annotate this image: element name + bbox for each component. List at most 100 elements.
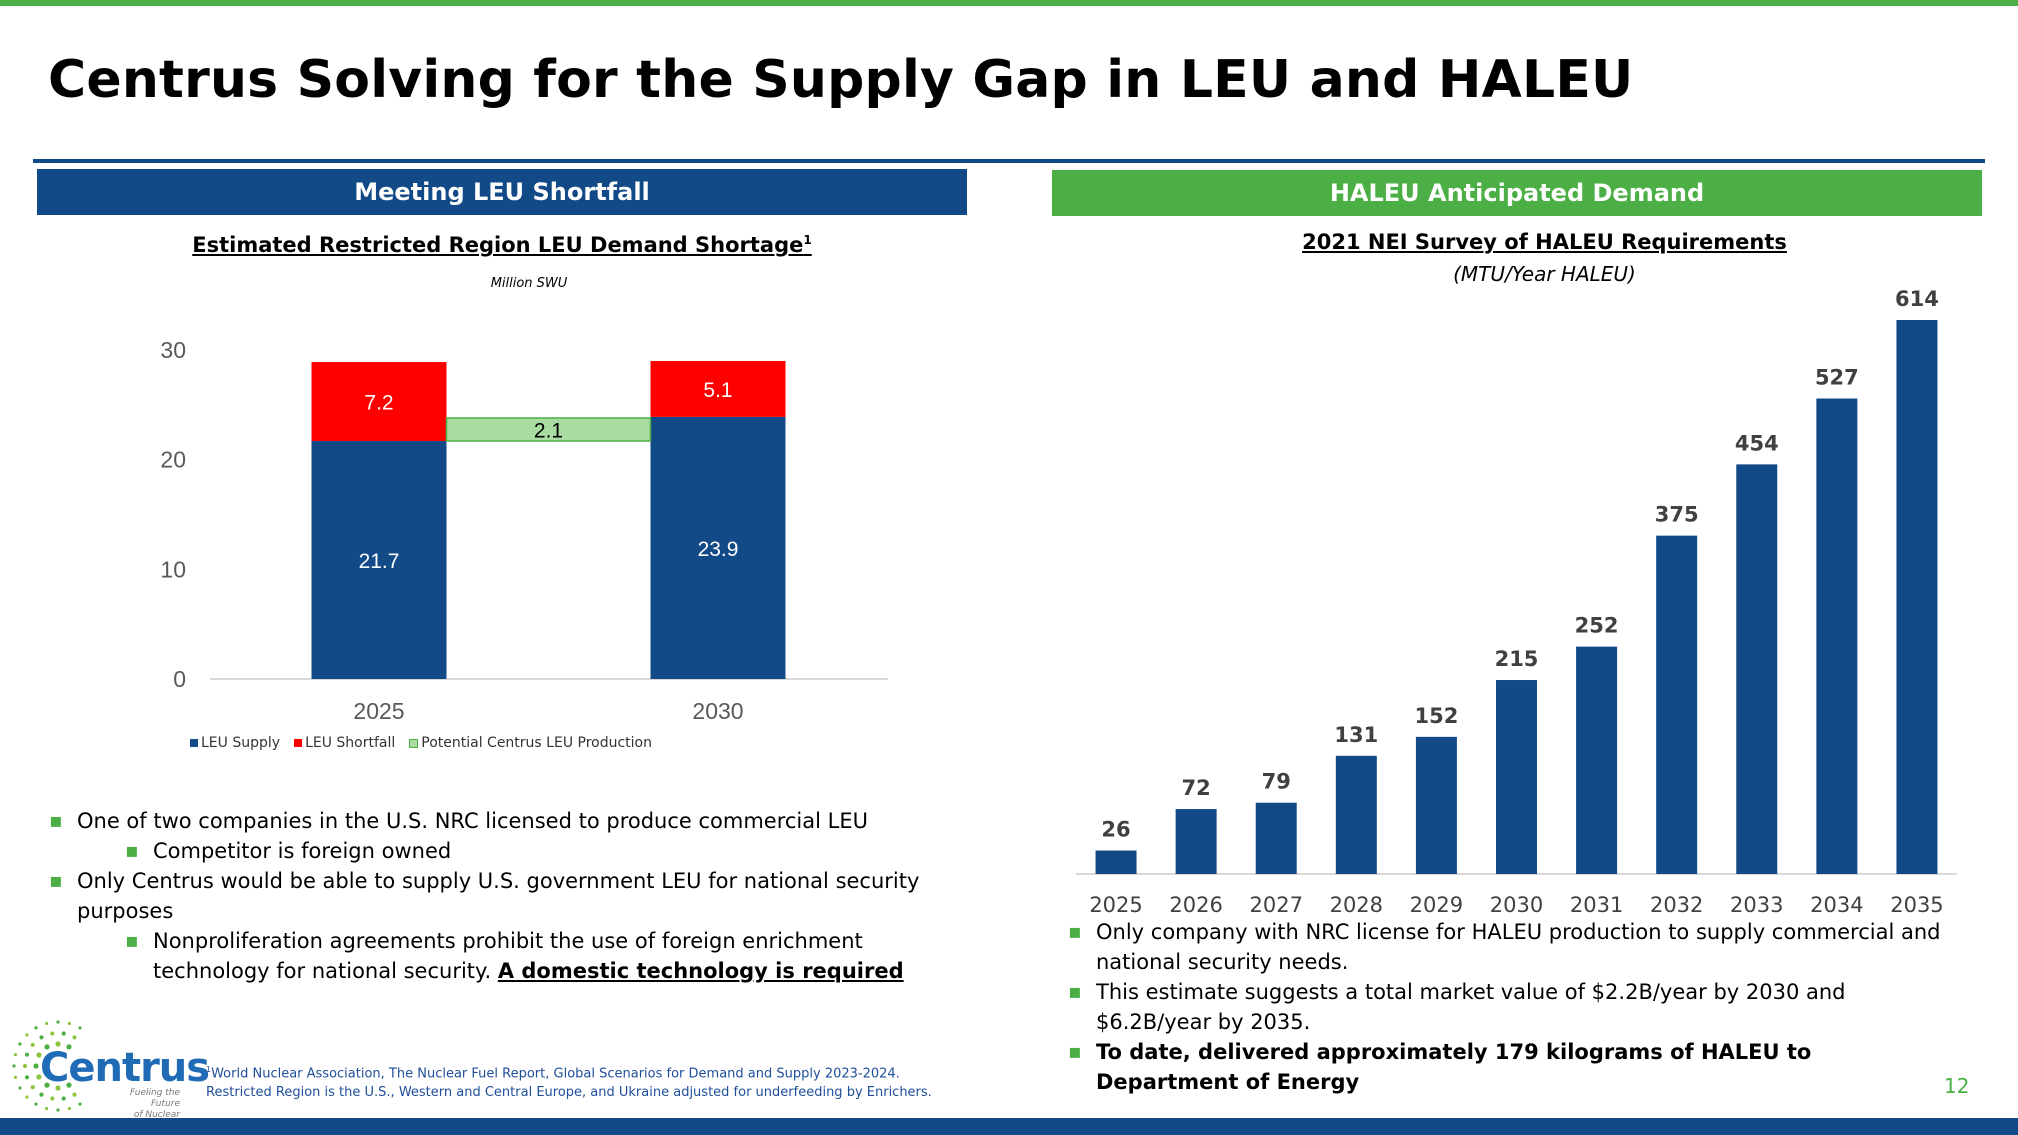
- logo-dot: [12, 1064, 16, 1068]
- haleu-chart-title: 2021 NEI Survey of HALEU Requirements: [1302, 230, 1787, 254]
- logo-dot: [61, 1096, 66, 1101]
- bottom-accent-bar: [0, 1118, 2018, 1135]
- footnote-line-1: 1World Nuclear Association, The Nuclear …: [206, 1060, 1006, 1083]
- haleu-chart-unit: (MTU/Year HALEU): [1453, 262, 1636, 286]
- haleu-data-label: 454: [1735, 431, 1779, 455]
- haleu-bar: [1656, 535, 1698, 874]
- haleu-data-label: 131: [1334, 723, 1378, 747]
- logo-dot: [30, 1042, 35, 1047]
- leu-y-tick-label: 10: [160, 556, 186, 582]
- footnote: 1World Nuclear Association, The Nuclear …: [206, 1060, 1006, 1102]
- haleu-x-tick-label: 2027: [1250, 893, 1303, 917]
- logo-dot: [34, 1102, 38, 1106]
- haleu-x-tick-label: 2028: [1330, 893, 1383, 917]
- leu-chart-title: Estimated Restricted Region LEU Demand S…: [37, 233, 967, 257]
- legend-label-centrus: Potential Centrus LEU Production: [421, 735, 652, 751]
- logo-dot: [45, 1106, 49, 1111]
- logo-dot: [78, 1102, 82, 1106]
- footnote-line-2: Restricted Region is the U.S., Western a…: [206, 1085, 932, 1101]
- left-subbullet-2-text: Nonproliferation agreements prohibit the…: [153, 929, 863, 983]
- left-subbullet-2: Nonproliferation agreements prohibit the…: [125, 925, 957, 986]
- leu-chart-title-text: Estimated Restricted Region LEU Demand S…: [192, 233, 804, 257]
- logo-dot: [36, 1074, 42, 1080]
- logo-dot: [66, 1044, 72, 1050]
- leu-supply-data-label: 21.7: [359, 550, 400, 573]
- logo-dot: [44, 1082, 50, 1088]
- left-bullet-2: Only Centrus would be able to supply U.S…: [49, 865, 957, 926]
- logo-dot: [39, 1035, 44, 1040]
- leu-y-tick-label: 30: [160, 337, 186, 363]
- footnote-mark: 1: [206, 1065, 212, 1074]
- legend-item-centrus: Potential Centrus LEU Production: [409, 735, 652, 751]
- haleu-x-tick-label: 2033: [1730, 893, 1783, 917]
- haleu-data-label: 527: [1815, 365, 1859, 389]
- haleu-bar: [1896, 320, 1938, 874]
- legend-label-shortfall: LEU Shortfall: [305, 735, 396, 751]
- logo-dot: [56, 1108, 60, 1112]
- right-bullet-1: Only company with NRC license for HALEU …: [1068, 916, 1956, 977]
- domestic-technology-required: A domestic technology is required: [497, 959, 904, 983]
- logo-dot: [55, 1085, 61, 1091]
- haleu-data-label: 152: [1414, 704, 1458, 728]
- haleu-x-tick-label: 2025: [1089, 893, 1142, 917]
- haleu-x-tick-label: 2026: [1169, 893, 1222, 917]
- footnote-line-1-text: World Nuclear Association, The Nuclear F…: [211, 1066, 900, 1082]
- logo-dot: [45, 1021, 49, 1026]
- logo-dot: [25, 1095, 29, 1099]
- logo-dot: [56, 1020, 60, 1024]
- logo-dot: [72, 1092, 77, 1097]
- legend-label-supply: LEU Supply: [201, 735, 281, 751]
- top-accent-bar: [0, 0, 2018, 6]
- haleu-data-label: 72: [1182, 776, 1211, 800]
- haleu-x-tick-label: 2032: [1650, 893, 1703, 917]
- right-panel-header: HALEU Anticipated Demand: [1052, 170, 1982, 216]
- leu-supply-data-label: 23.9: [698, 538, 739, 561]
- bar-leu-shortfall: [311, 362, 447, 442]
- haleu-bar: [1335, 755, 1377, 874]
- logo-dot: [30, 1085, 35, 1090]
- haleu-data-label: 26: [1101, 818, 1130, 842]
- leu-chart-legend: LEU Supply LEU Shortfall Potential Centr…: [190, 735, 652, 751]
- logo-dot: [33, 1063, 39, 1069]
- haleu-bar: [1576, 646, 1618, 874]
- legend-swatch-centrus: [409, 738, 419, 748]
- logo-dot: [44, 1044, 50, 1050]
- legend-swatch-shortfall: [294, 739, 303, 747]
- haleu-x-tick-label: 2035: [1890, 893, 1943, 917]
- bar-leu-supply: [650, 416, 786, 679]
- haleu-bar: [1255, 802, 1297, 874]
- logo-wordmark: Centrus: [40, 1045, 210, 1091]
- logo-dot: [18, 1086, 22, 1090]
- haleu-x-tick-label: 2034: [1810, 893, 1863, 917]
- left-bullet-1: One of two companies in the U.S. NRC lic…: [49, 805, 957, 836]
- haleu-data-label: 215: [1495, 647, 1539, 671]
- logo-dot: [25, 1033, 29, 1037]
- haleu-bar: [1095, 850, 1137, 874]
- bar-leu-supply: [311, 441, 447, 679]
- logo-dot: [24, 1052, 30, 1057]
- haleu-x-tick-label: 2031: [1570, 893, 1623, 917]
- bar-centrus-production: [445, 417, 652, 442]
- legend-swatch-supply: [190, 739, 198, 747]
- leu-chart-title-footnote-mark: 1: [803, 233, 812, 247]
- logo-dot: [34, 1026, 38, 1030]
- logo-dot: [36, 1052, 42, 1058]
- logo-dot: [72, 1035, 77, 1040]
- page-number: 12: [1944, 1074, 1970, 1098]
- haleu-bar: [1736, 464, 1778, 874]
- logo-dot: [13, 1053, 18, 1057]
- leu-x-tick-label: 2025: [353, 698, 404, 724]
- leu-y-tick-label: 20: [160, 447, 186, 473]
- haleu-data-label: 252: [1575, 614, 1619, 638]
- centrus-production-data-label: 2.1: [534, 420, 563, 443]
- haleu-x-tick-label: 2029: [1410, 893, 1463, 917]
- bar-leu-shortfall: [650, 360, 786, 417]
- leu-x-tick-label: 2030: [692, 698, 743, 724]
- haleu-bar: [1175, 809, 1217, 874]
- logo-dot: [61, 1031, 66, 1036]
- left-panel-header: Meeting LEU Shortfall: [37, 169, 967, 215]
- logo-dot: [50, 1096, 55, 1101]
- leu-y-tick-label: 0: [173, 666, 186, 692]
